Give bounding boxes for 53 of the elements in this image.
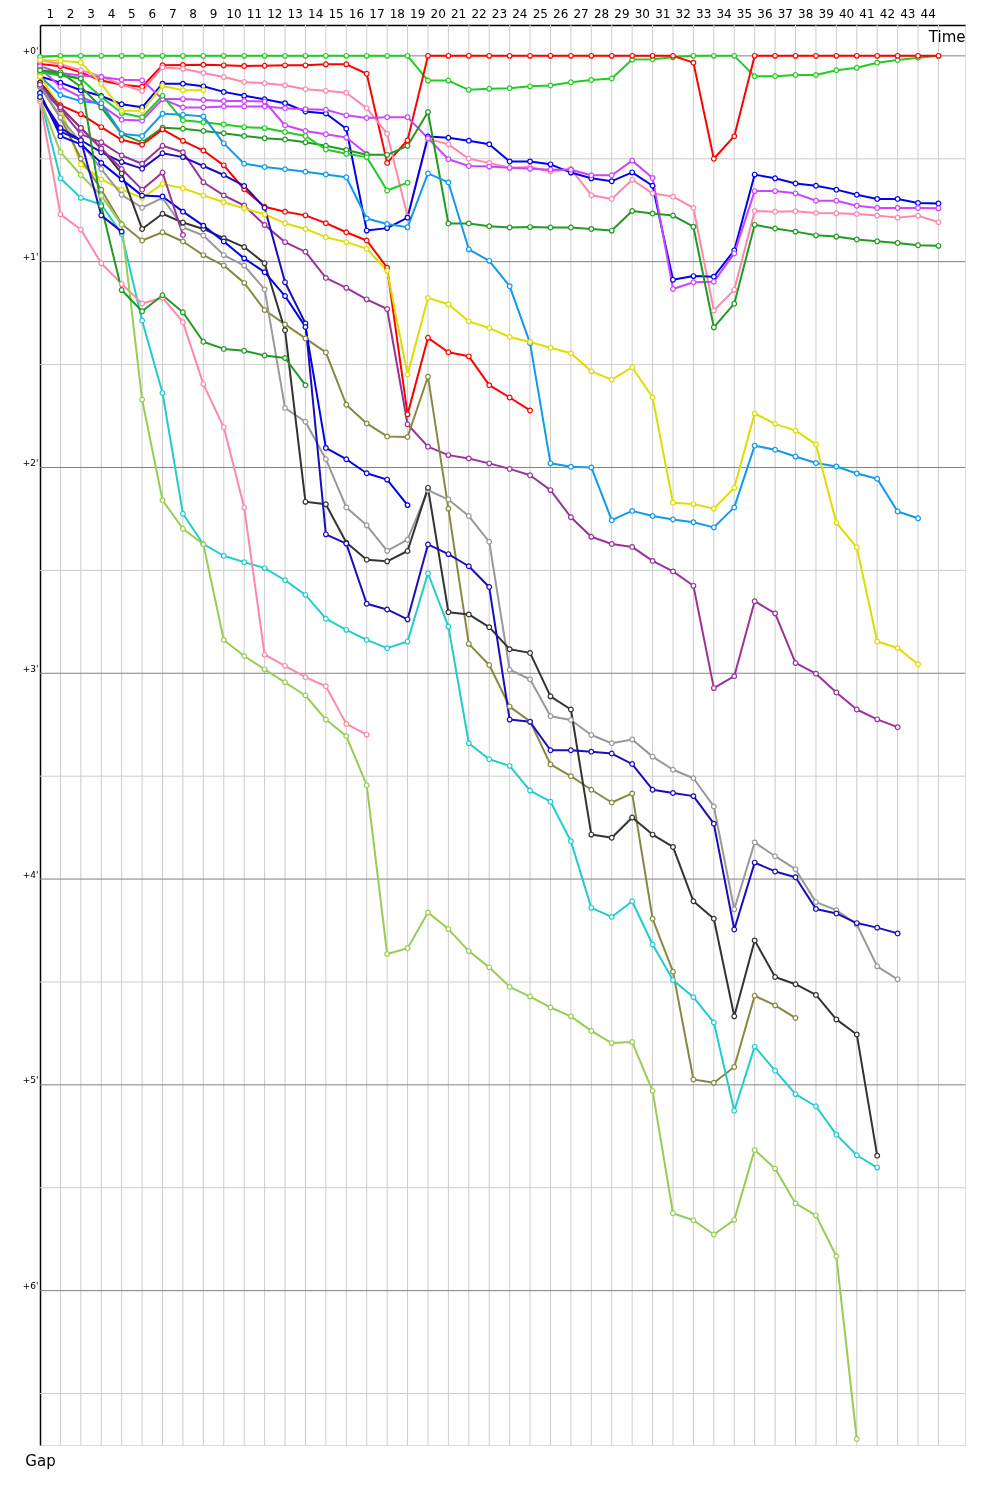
x-tick-label: 15 (328, 7, 344, 21)
y-tick-label: +2' (22, 457, 39, 468)
x-tick-label: 19 (410, 7, 426, 21)
x-tick-label: 43 (900, 7, 916, 21)
x-tick-label: 18 (389, 7, 405, 21)
y-tick-label: +0' (22, 46, 39, 57)
x-tick-label: 35 (736, 7, 753, 21)
x-tick-label: 1 (46, 7, 55, 21)
y-tick-label: +3' (22, 663, 39, 674)
x-tick-label: 22 (471, 7, 487, 21)
x-tick-label: 20 (430, 7, 446, 21)
x-tick-label: 30 (634, 7, 651, 21)
x-tick-label: 6 (148, 7, 157, 21)
x-tick-label: 27 (573, 7, 589, 21)
x-tick-label: 33 (695, 7, 712, 21)
x-tick-label: 5 (128, 7, 136, 21)
x-tick-label: 4 (107, 7, 116, 21)
x-tick-label: 41 (859, 7, 875, 21)
x-tick-label: 10 (226, 7, 242, 21)
x-tick-label: 24 (512, 7, 528, 21)
x-tick-label: 25 (532, 7, 548, 21)
x-tick-label: 29 (614, 7, 630, 21)
x-tick-label: 8 (189, 7, 197, 21)
x-tick-label: 36 (757, 7, 773, 21)
y-tick-label: +1' (22, 252, 39, 263)
x-tick-label: 3 (87, 7, 95, 21)
x-tick-label: 12 (267, 7, 283, 21)
y-tick-label: +5' (22, 1075, 39, 1086)
x-tick-label: 40 (838, 7, 855, 21)
x-tick-label: 28 (593, 7, 610, 21)
x-tick-label: 23 (491, 7, 508, 21)
x-tick-label: 42 (879, 7, 896, 21)
x-tick-label: 2 (66, 7, 75, 21)
y-tick-label: +6' (22, 1281, 39, 1292)
x-tick-label: 26 (553, 7, 569, 21)
x-tick-label: 44 (920, 7, 936, 21)
x-tick-label: 32 (675, 7, 691, 21)
x-tick-label: 14 (308, 7, 324, 21)
x-tick-label: 39 (818, 7, 834, 21)
x-tick-label: 17 (369, 7, 385, 21)
x-tick-label: 9 (209, 7, 218, 21)
x-tick-label: 34 (716, 7, 732, 21)
x-tick-label: 31 (655, 7, 671, 21)
x-tick-label: 16 (348, 7, 365, 21)
x-axis-title: Time (927, 27, 966, 46)
x-tick-label: 21 (450, 7, 467, 21)
x-tick-label: 37 (777, 7, 793, 21)
x-tick-label: 11 (246, 7, 263, 21)
x-tick-label: 38 (798, 7, 814, 21)
y-axis-title: Gap (25, 1451, 56, 1470)
x-tick-label: 13 (287, 7, 303, 21)
y-tick-label: +4' (22, 869, 39, 880)
x-tick-label: 7 (168, 7, 177, 21)
